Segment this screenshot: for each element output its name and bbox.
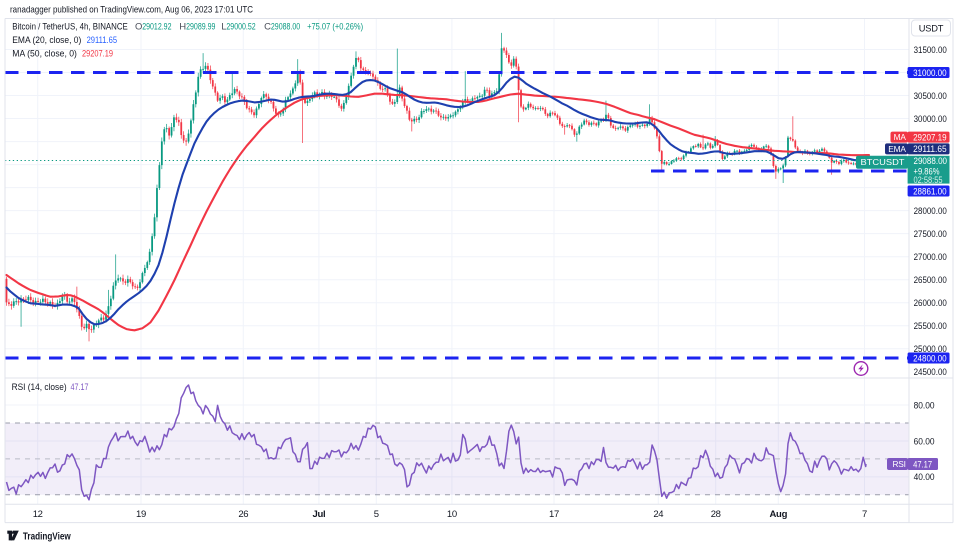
svg-text:USDT: USDT — [919, 23, 944, 33]
svg-text:Aug: Aug — [770, 509, 788, 520]
svg-text:31500.00: 31500.00 — [914, 45, 947, 55]
svg-text:29207.19: 29207.19 — [82, 48, 113, 59]
svg-text:Jul: Jul — [312, 509, 325, 520]
svg-text:O: O — [135, 22, 142, 33]
svg-text:25000.00: 25000.00 — [914, 344, 947, 354]
svg-text:MA: MA — [894, 132, 907, 142]
svg-text:29111.65: 29111.65 — [87, 35, 118, 46]
svg-text:24800.00: 24800.00 — [913, 353, 947, 363]
svg-text:02:58:55: 02:58:55 — [914, 175, 943, 185]
svg-text:+75.07 (+0.26%): +75.07 (+0.26%) — [307, 22, 363, 33]
svg-text:5: 5 — [374, 509, 379, 520]
svg-text:RSI: RSI — [892, 459, 905, 469]
svg-text:25500.00: 25500.00 — [914, 321, 947, 331]
svg-text:31000.00: 31000.00 — [913, 68, 947, 78]
svg-text:MA (50, close, 0): MA (50, close, 0) — [12, 48, 77, 59]
svg-text:L: L — [221, 22, 226, 33]
svg-text:30500.00: 30500.00 — [914, 91, 947, 101]
svg-text:40.00: 40.00 — [914, 472, 935, 482]
svg-text:12: 12 — [33, 509, 43, 520]
svg-text:17: 17 — [549, 509, 559, 520]
svg-text:Bitcoin / TetherUS, 4h, BINANC: Bitcoin / TetherUS, 4h, BINANCE — [12, 22, 127, 33]
svg-text:7: 7 — [862, 509, 867, 520]
svg-text:26500.00: 26500.00 — [914, 275, 947, 285]
svg-text:27500.00: 27500.00 — [914, 229, 947, 239]
svg-text:47.17: 47.17 — [913, 459, 932, 469]
svg-text:29000.52: 29000.52 — [226, 22, 255, 33]
svg-text:EMA (20, close, 0): EMA (20, close, 0) — [12, 35, 81, 46]
svg-text:26: 26 — [238, 509, 248, 520]
svg-text:47.17: 47.17 — [71, 382, 89, 393]
svg-text:+9.86%: +9.86% — [914, 166, 940, 176]
svg-text:10: 10 — [447, 509, 457, 520]
svg-text:29111.65: 29111.65 — [913, 144, 947, 154]
svg-text:24: 24 — [653, 509, 663, 520]
svg-text:27000.00: 27000.00 — [914, 252, 947, 262]
svg-text:H: H — [179, 22, 186, 33]
svg-text:28861.00: 28861.00 — [913, 186, 947, 196]
svg-text:60.00: 60.00 — [914, 436, 935, 446]
svg-text:29088.00: 29088.00 — [914, 156, 948, 166]
svg-text:RSI (14, close): RSI (14, close) — [12, 382, 67, 393]
svg-text:28: 28 — [711, 509, 721, 520]
svg-text:24500.00: 24500.00 — [914, 367, 947, 377]
svg-text:C: C — [264, 22, 271, 33]
svg-text:TradingView: TradingView — [23, 532, 71, 543]
svg-text:28000.00: 28000.00 — [914, 206, 947, 216]
svg-text:EMA: EMA — [888, 144, 906, 154]
svg-text:29088.00: 29088.00 — [271, 22, 300, 33]
svg-text:30000.00: 30000.00 — [914, 114, 947, 124]
svg-text:ranadagger published on Tradin: ranadagger published on TradingView.com,… — [10, 5, 253, 16]
svg-text:29207.19: 29207.19 — [913, 132, 947, 142]
svg-text:29012.92: 29012.92 — [142, 22, 171, 33]
svg-text:19: 19 — [136, 509, 146, 520]
svg-text:80.00: 80.00 — [914, 400, 935, 410]
svg-text:29089.99: 29089.99 — [186, 22, 215, 33]
svg-text:26000.00: 26000.00 — [914, 298, 947, 308]
svg-text:BTCUSDT: BTCUSDT — [861, 157, 905, 167]
